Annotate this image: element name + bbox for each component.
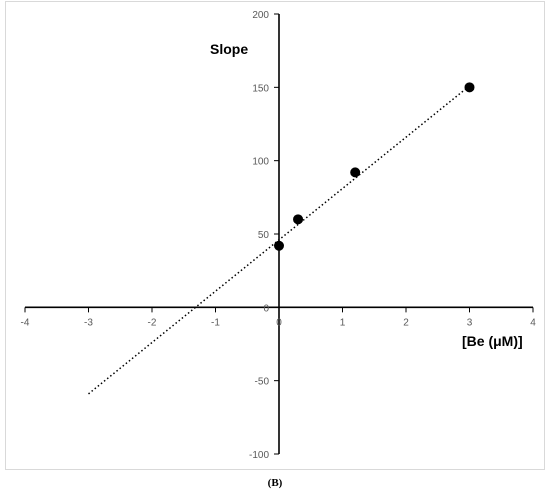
panel-label: (B) xyxy=(268,477,283,489)
y-axis-title: Slope xyxy=(210,41,248,57)
x-tick-label: 3 xyxy=(467,317,473,328)
y-tick-label: 0 xyxy=(263,303,269,314)
data-point xyxy=(274,240,284,251)
y-tick-label: 50 xyxy=(258,230,270,241)
x-tick-label: -1 xyxy=(211,317,220,328)
y-tick-label: -50 xyxy=(255,377,270,388)
x-tick-label: 0 xyxy=(276,317,282,328)
data-point xyxy=(350,167,361,178)
y-tick-label: 150 xyxy=(252,83,269,94)
x-axis-title: [Be (μM)] xyxy=(462,333,523,349)
y-tick-label: -100 xyxy=(249,450,269,461)
x-tick-label: 2 xyxy=(403,317,409,328)
data-points xyxy=(274,82,475,251)
data-point xyxy=(464,82,475,93)
x-axis-ticks: -4 -3 -2 -1 0 1 2 3 4 xyxy=(21,307,536,328)
y-tick-label: 200 xyxy=(252,10,269,21)
data-point xyxy=(293,214,304,225)
chart-frame xyxy=(5,1,545,470)
x-tick-label: 4 xyxy=(530,317,536,328)
trendline xyxy=(88,85,470,395)
y-tick-label: 100 xyxy=(252,157,269,168)
y-axis-ticks: -100 -50 0 50 100 150 200 xyxy=(249,10,279,461)
x-tick-label: -2 xyxy=(148,317,157,328)
x-tick-label: -4 xyxy=(21,317,30,328)
x-tick-label: 1 xyxy=(340,317,346,328)
x-tick-label: -3 xyxy=(84,317,93,328)
